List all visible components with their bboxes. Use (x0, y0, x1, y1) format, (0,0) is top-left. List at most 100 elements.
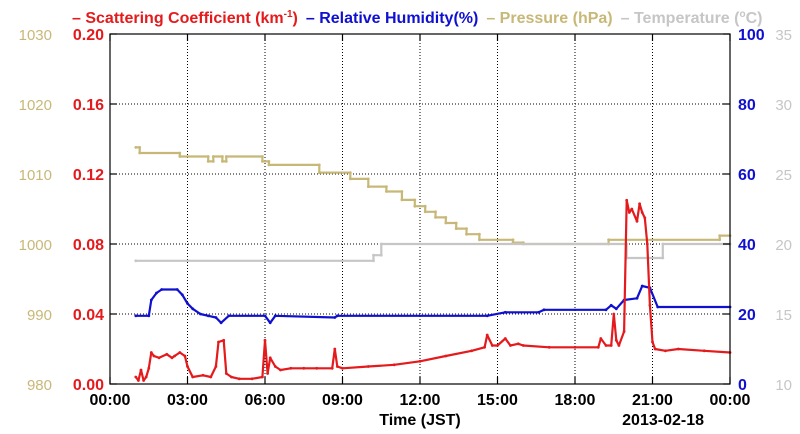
data-point-scattering (614, 338, 618, 342)
data-point-scattering (651, 340, 654, 344)
data-point-scattering (302, 366, 306, 370)
data-point-rh (635, 296, 639, 300)
y-tick-label-scattering: 0.08 (73, 237, 104, 254)
y-tick-label-temperature: 30 (775, 97, 792, 114)
data-point-scattering (645, 242, 649, 246)
data-point-rh (214, 316, 218, 319)
x-tick-label: 21:00 (632, 392, 673, 409)
x-tick-label: 00:00 (90, 392, 131, 409)
data-point-pressure (413, 198, 417, 202)
data-point-rh (227, 314, 231, 318)
data-point-rh (175, 288, 179, 291)
data-point-scattering (648, 303, 652, 307)
data-point-rh (614, 307, 618, 311)
legend-sup-temperature: o (739, 9, 745, 20)
data-point-scattering (638, 202, 641, 206)
data-point-scattering (173, 354, 177, 358)
data-point-pressure (178, 155, 182, 158)
y-tick-label-rh: 20 (738, 307, 756, 324)
data-point-pressure (221, 160, 224, 163)
data-point-rh (186, 302, 189, 305)
legend-end-temperature: C) (746, 10, 763, 27)
data-point-rh (273, 314, 277, 318)
data-point-pressure (267, 163, 271, 167)
data-point-temperature (661, 242, 665, 246)
data-point-scattering (640, 211, 644, 214)
x-tick-label: 09:00 (322, 392, 363, 409)
data-point-scattering (152, 354, 156, 358)
data-point-rh (485, 314, 489, 318)
data-point-scattering (139, 368, 143, 372)
data-point-scattering (521, 344, 525, 347)
data-point-scattering (144, 375, 148, 379)
x-tick-label: 12:00 (400, 392, 441, 409)
data-point-rh (191, 307, 195, 311)
data-point-scattering (547, 345, 551, 349)
data-point-temperature (372, 253, 375, 257)
y-tick-label-rh: 80 (738, 97, 756, 114)
data-point-scattering (609, 344, 613, 347)
data-point-temperature (134, 259, 138, 263)
data-point-rh (149, 298, 153, 302)
data-point-pressure (444, 216, 448, 219)
data-point-pressure (317, 163, 321, 167)
data-point-pressure (478, 238, 481, 242)
data-point-scattering (186, 365, 189, 368)
data-point-scattering (289, 366, 293, 370)
data-point-temperature (379, 242, 383, 246)
grid (110, 34, 730, 384)
data-point-scattering (470, 349, 474, 353)
data-point-pressure (400, 198, 404, 202)
legend-dash-rh: – (306, 10, 319, 27)
data-point-rh (640, 284, 644, 288)
data-point-pressure (718, 238, 722, 242)
data-point-pressure (454, 221, 458, 225)
data-point-scattering (224, 372, 228, 375)
x-tick-label: 15:00 (477, 392, 518, 409)
data-point-scattering (599, 337, 603, 340)
data-point-pressure (134, 146, 138, 149)
data-point-scattering (702, 349, 706, 353)
y-tick-label-scattering: 0.00 (73, 377, 104, 394)
y-tick-label-scattering: 0.04 (73, 307, 104, 324)
data-point-scattering (214, 365, 218, 368)
data-point-scattering (664, 349, 667, 353)
series-line-scattering (134, 199, 731, 382)
data-point-pressure (178, 151, 182, 155)
y-tick-label-temperature: 35 (775, 27, 792, 44)
data-point-rh (604, 308, 608, 312)
data-point-rh (335, 314, 339, 318)
data-point-scattering (392, 363, 396, 367)
data-point-pressure (423, 210, 427, 214)
data-point-rh (542, 308, 546, 312)
data-point-pressure (138, 151, 142, 155)
data-point-pressure (224, 160, 228, 163)
data-point-scattering (596, 345, 600, 349)
data-point-scattering (341, 366, 344, 370)
series-line-rh (135, 284, 730, 324)
data-point-pressure (423, 204, 427, 208)
data-point-pressure (206, 155, 210, 158)
y-tick-label-rh: 40 (738, 237, 756, 254)
data-point-scattering (263, 338, 267, 342)
data-point-scattering (230, 375, 233, 379)
data-point-pressure (138, 146, 142, 149)
legend: – Scattering Coefficient (km-1) – Relativ… (72, 9, 762, 27)
data-point-pressure (434, 216, 437, 219)
data-point-pressure (718, 234, 722, 238)
data-point-scattering (217, 340, 220, 344)
data-point-rh (268, 321, 272, 325)
data-point-temperature (661, 256, 665, 260)
data-point-scattering (635, 219, 639, 223)
data-point-rh (147, 314, 151, 318)
y-tick-label-rh: 100 (738, 27, 765, 44)
data-point-pressure (348, 177, 352, 181)
legend-dash-pressure: – (486, 10, 499, 27)
data-point-scattering (134, 375, 138, 379)
data-point-rh (199, 312, 202, 316)
data-point-pressure (465, 227, 468, 231)
data-point-scattering (191, 375, 195, 379)
data-point-rh (503, 310, 507, 314)
data-point-scattering (483, 345, 486, 349)
series-group (134, 146, 732, 382)
